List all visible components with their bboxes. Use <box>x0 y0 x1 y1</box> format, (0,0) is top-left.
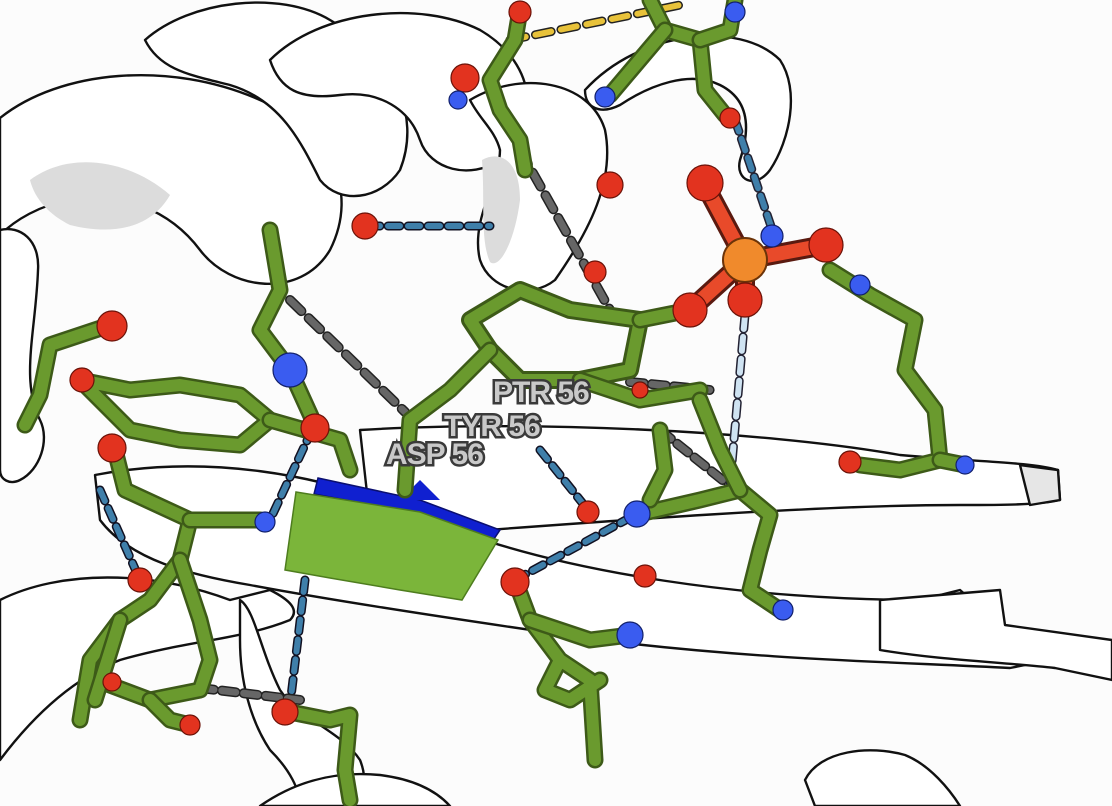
residue-label-ptr: PTR 56 <box>493 376 589 409</box>
oxygen-atom <box>97 433 127 463</box>
oxygen-atom <box>271 698 299 726</box>
oxygen-atom <box>719 107 741 129</box>
beta-strand-upper-tip <box>1018 463 1062 507</box>
residue-label-asp: ASP 56 <box>386 438 483 471</box>
nitrogen-atom <box>772 599 794 621</box>
phosphorus-atom <box>722 237 768 283</box>
helix-shadow <box>30 162 170 230</box>
oxygen-atom <box>633 564 657 588</box>
oxygen-atom <box>300 413 330 443</box>
hbond-gray-4 <box>655 425 740 495</box>
nitrogen-atom <box>849 274 871 296</box>
hbond-blue-2 <box>265 425 317 525</box>
oxygen-atom <box>672 292 708 328</box>
helix-front-shadow <box>482 156 520 264</box>
oxygen-atom <box>596 171 624 199</box>
oxygen-atom <box>127 567 153 593</box>
side-chain-sticks <box>16 0 974 806</box>
residue-label-tyr: TYR 56 <box>444 410 540 443</box>
nitrogen-atom <box>448 90 468 110</box>
hbond-gray-5 <box>195 683 305 705</box>
oxygen-atom <box>686 164 724 202</box>
oxygen-atom <box>179 714 201 736</box>
hbond-lightblue-1 <box>730 115 780 243</box>
nitrogen-atom <box>760 224 784 248</box>
oxygen-atom <box>576 500 600 524</box>
nitrogen-atom <box>272 352 308 388</box>
oxygen-atom <box>808 227 844 263</box>
bottom-ribbon-right <box>803 749 962 806</box>
nitrogen-atom <box>955 455 975 475</box>
atoms <box>69 0 975 736</box>
oxygen-atom <box>351 212 379 240</box>
hbond-blue-6 <box>285 575 310 710</box>
oxygen-atom <box>727 282 763 318</box>
hbond-blue-3 <box>535 445 593 515</box>
oxygen-atom <box>631 381 649 399</box>
oxygen-atom <box>102 672 122 692</box>
nitrogen-atom <box>594 86 616 108</box>
highlighted-strand <box>284 491 500 601</box>
lower-loop-ribbon <box>0 576 296 762</box>
nitrogen-atom <box>623 500 651 528</box>
oxygen-atom <box>838 450 862 474</box>
oxygen-atom <box>583 260 607 284</box>
beta-strand-arrow <box>878 588 1112 682</box>
nitrogen-atom <box>616 621 644 649</box>
hbond-blue-5 <box>95 485 145 585</box>
oxygen-atom <box>69 367 95 393</box>
residue-labels: PTR 56 TYR 56 ASP 56 <box>384 374 593 474</box>
oxygen-atom <box>508 0 532 24</box>
oxygen-atom <box>96 310 128 342</box>
oxygen-atom <box>450 63 480 93</box>
oxygen-atom <box>500 567 530 597</box>
nitrogen-atom <box>724 1 746 23</box>
nitrogen-atom <box>254 511 276 533</box>
hbond-blue-4 <box>510 510 640 585</box>
hbond-gray-2 <box>285 295 410 417</box>
